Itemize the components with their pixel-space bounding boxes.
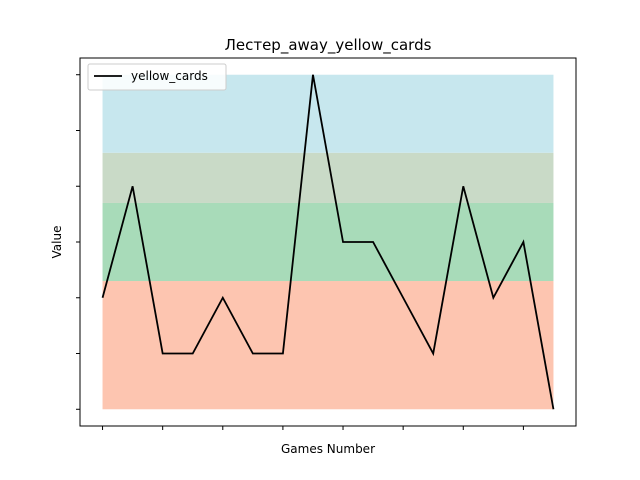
x-axis-ticks <box>102 426 524 430</box>
background-bands <box>102 74 554 410</box>
y-axis-ticks <box>76 74 80 410</box>
legend-box <box>87 63 227 91</box>
legend-label: yellow_cards <box>131 69 208 83</box>
y-axis-label: Value <box>50 226 64 259</box>
series-layer <box>101 74 555 410</box>
series-line-0 <box>101 74 555 410</box>
band-0 <box>102 281 554 410</box>
legend: yellow_cards <box>87 63 227 91</box>
x-axis-label: Games Number <box>281 442 375 456</box>
chart-title: Лестер_away_yellow_cards <box>225 36 432 55</box>
